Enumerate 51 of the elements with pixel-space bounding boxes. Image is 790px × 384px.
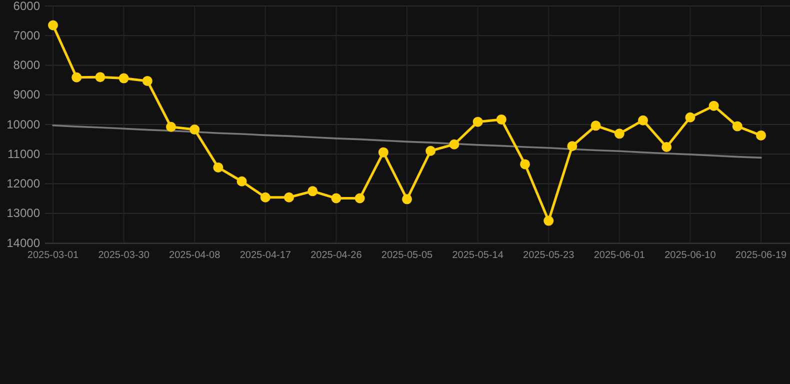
point [260, 192, 270, 202]
point [190, 124, 200, 135]
point [118, 73, 129, 84]
y-tick-label: 6000 [13, 0, 40, 13]
point [331, 193, 342, 204]
y-tick-label: 13000 [6, 206, 40, 220]
point [213, 162, 224, 172]
x-tick-label: 2025-05-05 [381, 250, 434, 261]
y-tick-label: 11000 [8, 146, 40, 161]
point [308, 186, 318, 196]
point [685, 112, 696, 122]
point [236, 176, 247, 186]
y-tick-label: 12000 [6, 176, 40, 191]
x-tick-label: 2025-04-17 [240, 250, 292, 261]
point [614, 128, 624, 139]
y-tick-label: 9000 [13, 88, 40, 102]
point [590, 120, 601, 131]
x-tick-label: 2025-05-14 [452, 250, 504, 261]
y-tick-label: 7000 [13, 28, 40, 42]
x-tick-label: 2025-03-01 [27, 250, 80, 261]
point [284, 192, 294, 202]
point [732, 121, 742, 132]
point [378, 147, 388, 158]
x-tick-label: 2025-06-10 [664, 250, 716, 261]
x-tick-label: 2025-03-30 [98, 250, 150, 261]
point [496, 114, 506, 124]
point [638, 115, 648, 126]
point [426, 146, 436, 156]
y-tick-label: 8000 [13, 58, 40, 72]
x-tick-label: 2025-06-01 [594, 250, 646, 261]
point [142, 76, 152, 86]
point [567, 141, 578, 152]
point [544, 216, 554, 226]
point [166, 122, 176, 132]
point [472, 116, 483, 127]
point [708, 100, 719, 111]
point [95, 72, 106, 82]
x-tick-label: 2025-05-23 [523, 250, 575, 261]
point [756, 130, 766, 140]
point [520, 159, 530, 170]
point [449, 139, 460, 150]
point [72, 72, 82, 82]
point [662, 142, 672, 152]
x-tick-label: 2025-04-26 [310, 250, 362, 261]
point [402, 194, 412, 204]
x-tick-label: 2025-04-08 [169, 250, 221, 261]
y-tick-label: 10000 [6, 117, 40, 132]
point [48, 20, 58, 30]
y-tick-label: 14000 [6, 236, 40, 250]
x-tick-label: 2025-06-19 [735, 250, 788, 261]
point [354, 193, 365, 204]
